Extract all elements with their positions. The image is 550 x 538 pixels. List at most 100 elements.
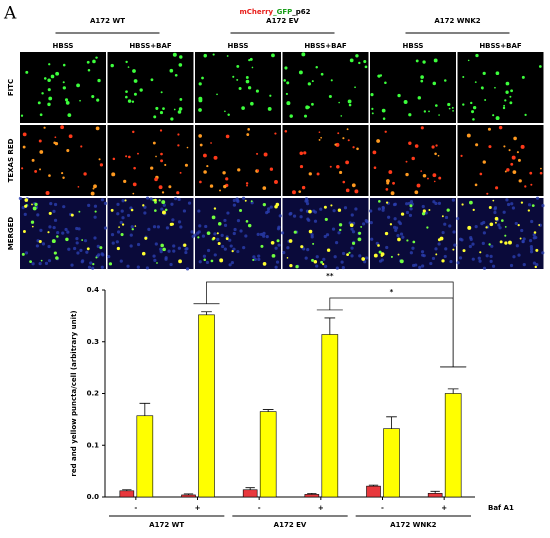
puncta (513, 136, 517, 141)
puncta (178, 259, 182, 264)
nucleus (305, 199, 309, 203)
puncta (60, 125, 65, 130)
puncta (373, 166, 377, 170)
puncta (144, 236, 148, 240)
puncta (41, 92, 44, 95)
nucleus (223, 247, 227, 251)
puncta (155, 155, 157, 158)
nucleus (393, 217, 397, 221)
nucleus (239, 229, 243, 233)
puncta (22, 132, 27, 137)
puncta (439, 236, 444, 241)
puncta (358, 231, 362, 235)
puncta (160, 243, 164, 248)
nucleus (159, 247, 163, 251)
group-label: A172 WNK2 (434, 17, 480, 25)
puncta (524, 185, 527, 188)
puncta (356, 147, 359, 151)
puncta (324, 217, 328, 221)
puncta (405, 172, 409, 177)
puncta (111, 172, 116, 177)
puncta (320, 260, 324, 264)
nucleus (469, 237, 473, 241)
nucleus (493, 210, 497, 215)
puncta (47, 78, 51, 82)
nucleus (265, 235, 269, 239)
puncta (345, 160, 350, 165)
puncta (179, 171, 182, 174)
puncta (342, 137, 345, 140)
nucleus (361, 222, 366, 226)
puncta (519, 237, 522, 240)
puncta (432, 173, 437, 178)
nucleus (100, 198, 105, 202)
nucleus (421, 253, 425, 257)
nucleus (420, 250, 425, 254)
nucleus (514, 221, 518, 226)
nucleus (100, 265, 104, 269)
puncta (198, 96, 203, 101)
puncta (520, 201, 524, 204)
puncta (447, 102, 451, 107)
nucleus (79, 248, 83, 253)
x-tick-label: - (258, 504, 261, 512)
puncta (452, 248, 455, 251)
puncta (274, 132, 277, 135)
nucleus (44, 261, 49, 265)
nucleus (81, 259, 85, 263)
micrograph (107, 198, 194, 269)
nucleus (152, 225, 157, 229)
puncta (203, 54, 207, 58)
puncta (48, 174, 51, 177)
puncta (241, 106, 245, 110)
nucleus (333, 255, 337, 259)
puncta (20, 114, 24, 117)
puncta (347, 139, 350, 142)
puncta (70, 213, 74, 217)
nucleus (385, 245, 389, 250)
nucleus (31, 262, 35, 266)
puncta (67, 113, 72, 117)
nucleus (432, 200, 436, 204)
puncta (237, 168, 241, 172)
puncta (420, 126, 424, 130)
puncta (412, 240, 416, 244)
puncta (511, 155, 516, 160)
nucleus (153, 258, 157, 263)
puncta (133, 79, 138, 83)
puncta (256, 169, 260, 172)
nucleus (530, 219, 534, 224)
nucleus (232, 203, 237, 207)
puncta (121, 223, 125, 226)
puncta (154, 177, 158, 182)
puncta (347, 99, 352, 104)
puncta (420, 79, 424, 83)
nucleus (177, 197, 181, 202)
nucleus (421, 204, 425, 209)
puncta (390, 191, 395, 196)
puncta (448, 107, 451, 110)
nucleus (377, 207, 381, 211)
puncta (335, 142, 340, 147)
nucleus (185, 247, 189, 251)
puncta (201, 76, 204, 80)
puncta (22, 145, 26, 149)
puncta (288, 239, 293, 243)
puncta (86, 60, 90, 64)
puncta (466, 133, 471, 138)
nucleus (471, 242, 475, 246)
puncta (124, 199, 127, 202)
puncta (250, 101, 254, 106)
puncta (355, 54, 359, 58)
nucleus (511, 206, 516, 210)
puncta (438, 176, 442, 180)
puncta (64, 98, 69, 102)
nucleus (75, 237, 79, 241)
puncta (125, 155, 128, 158)
puncta (21, 252, 25, 256)
puncta (379, 74, 383, 77)
nucleus (482, 266, 487, 270)
puncta (210, 259, 214, 263)
nucleus (334, 240, 339, 245)
puncta (384, 81, 387, 85)
